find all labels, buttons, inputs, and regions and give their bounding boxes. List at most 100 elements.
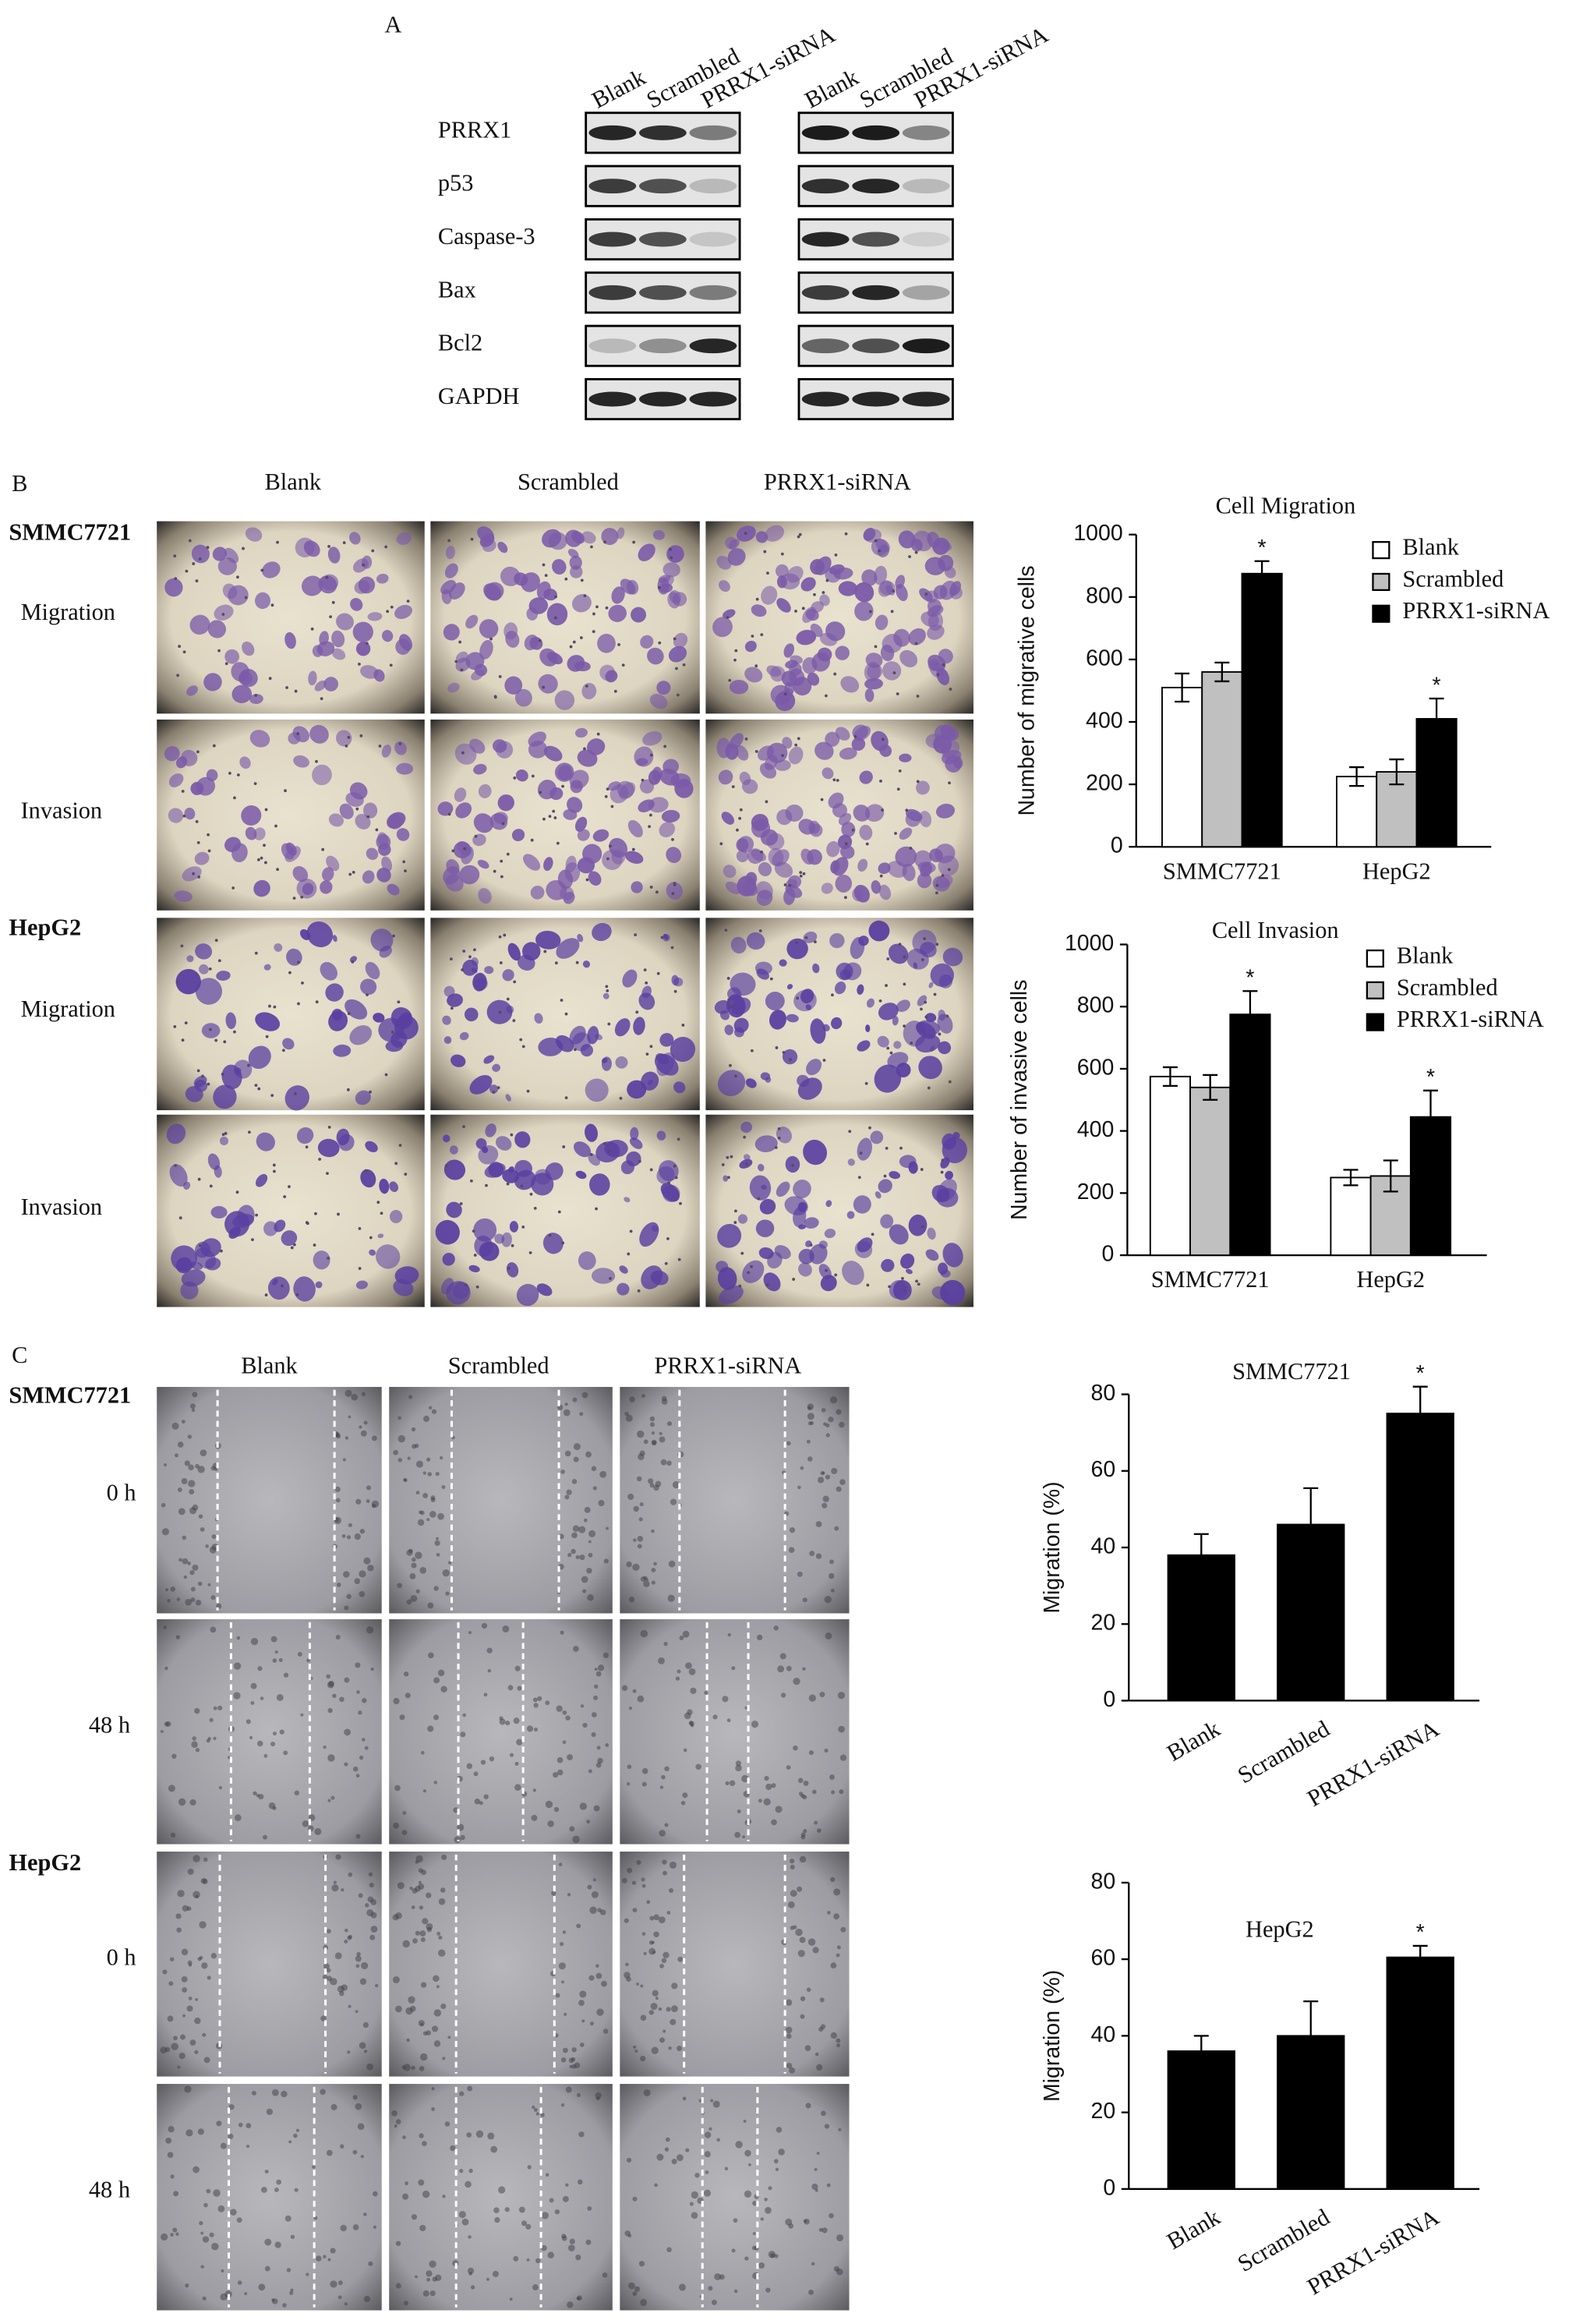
cell-texture	[433, 2040, 441, 2047]
pore-dot	[751, 635, 754, 638]
pore-dot	[217, 959, 221, 963]
pore-dot	[554, 961, 558, 965]
cell-texture	[436, 1537, 439, 1540]
cell-texture	[760, 2217, 765, 2221]
pore-dot	[949, 688, 952, 691]
stained-cell	[516, 1283, 539, 1307]
pore-dot	[217, 649, 221, 653]
pore-dot	[666, 1236, 670, 1240]
stained-cell	[597, 633, 616, 653]
pore-dot	[738, 816, 741, 820]
stained-cell	[839, 747, 857, 760]
cell-texture	[468, 2235, 472, 2239]
cell-texture	[820, 1471, 825, 1476]
stained-cell	[345, 792, 364, 807]
stained-cell	[242, 641, 255, 656]
stained-cell	[661, 809, 680, 823]
stained-cell	[443, 624, 460, 641]
stained-cell	[906, 1268, 913, 1275]
stained-cell	[325, 983, 344, 1002]
cell-texture	[419, 1930, 426, 1937]
cell-texture	[694, 2173, 700, 2178]
pore-dot	[196, 840, 200, 844]
pore-dot	[337, 1212, 340, 1216]
stained-cell	[362, 870, 375, 884]
cell-texture	[460, 1834, 465, 1841]
cell-texture	[210, 1952, 217, 1959]
stained-cell	[200, 1238, 221, 1258]
stained-cell	[492, 739, 507, 753]
pore-dot	[178, 1216, 182, 1220]
pore-dot	[916, 780, 920, 784]
cell-texture	[373, 2225, 376, 2229]
cell-texture	[344, 1605, 349, 1611]
cell-texture	[815, 1553, 822, 1559]
cell-texture	[788, 2223, 794, 2229]
stained-cell	[717, 1070, 746, 1097]
bar	[1229, 1013, 1271, 1257]
stained-cell	[626, 579, 639, 595]
cell-texture	[468, 2168, 473, 2174]
stained-cell	[355, 814, 371, 829]
cell-texture	[218, 1786, 222, 1790]
cell-texture	[532, 2284, 539, 2290]
cell-texture	[652, 1990, 659, 1997]
y-tick-label: 1000	[1073, 521, 1122, 546]
cell-texture	[581, 1576, 588, 1583]
stained-cell	[779, 688, 793, 705]
cell-texture	[207, 1976, 211, 1980]
cell-texture	[558, 1533, 564, 1540]
cell-texture	[431, 2025, 439, 2032]
cell-texture	[459, 2168, 464, 2174]
cell-texture	[415, 2275, 418, 2279]
pore-dot	[572, 640, 576, 644]
stained-cell	[887, 861, 907, 878]
cell-texture	[221, 2269, 224, 2273]
cell-texture	[458, 2211, 466, 2219]
pore-dot	[342, 541, 346, 545]
stained-cell	[758, 861, 772, 877]
stained-cell	[459, 1031, 469, 1041]
pore-dot	[492, 1091, 496, 1095]
stained-cell	[755, 1219, 775, 1237]
stained-cell	[889, 1224, 909, 1245]
pore-dot	[935, 943, 939, 946]
pore-dot	[920, 1007, 923, 1011]
cell-texture	[403, 2064, 411, 2071]
cell-texture	[276, 2179, 282, 2185]
stained-cell	[723, 609, 736, 619]
stained-cell	[389, 1181, 399, 1193]
blot-band	[588, 179, 637, 194]
cell-texture	[639, 1502, 644, 1507]
stained-cell	[751, 813, 769, 831]
stained-cell	[865, 1024, 871, 1033]
stained-cell	[190, 781, 204, 795]
stained-cell	[881, 1258, 895, 1272]
stained-cell	[721, 812, 735, 825]
cell-texture	[836, 2043, 841, 2048]
stained-cell	[746, 932, 765, 950]
stained-cell	[925, 734, 945, 749]
cell-texture	[571, 1548, 576, 1555]
cell-texture	[326, 1929, 331, 1934]
cell-texture	[839, 1479, 846, 1485]
cell-texture	[438, 1935, 443, 1940]
cell-texture	[236, 2217, 242, 2223]
stained-cell	[940, 1269, 951, 1278]
legend-swatch	[1366, 949, 1384, 968]
cell-texture	[557, 1769, 564, 1776]
cell-texture	[811, 2262, 815, 2266]
cell-texture	[426, 2270, 433, 2277]
cell-texture	[592, 1486, 597, 1491]
cell-texture	[344, 1762, 348, 1767]
pore-dot	[605, 985, 609, 989]
pore-dot	[675, 667, 678, 670]
cell-texture	[633, 1505, 639, 1512]
stained-cell	[772, 849, 790, 867]
cell-texture	[429, 2290, 436, 2297]
cell-texture	[182, 1905, 189, 1912]
cell-texture	[217, 1705, 223, 1710]
pore-dot	[660, 936, 664, 939]
stained-cell	[339, 803, 354, 819]
pore-dot	[500, 875, 504, 879]
